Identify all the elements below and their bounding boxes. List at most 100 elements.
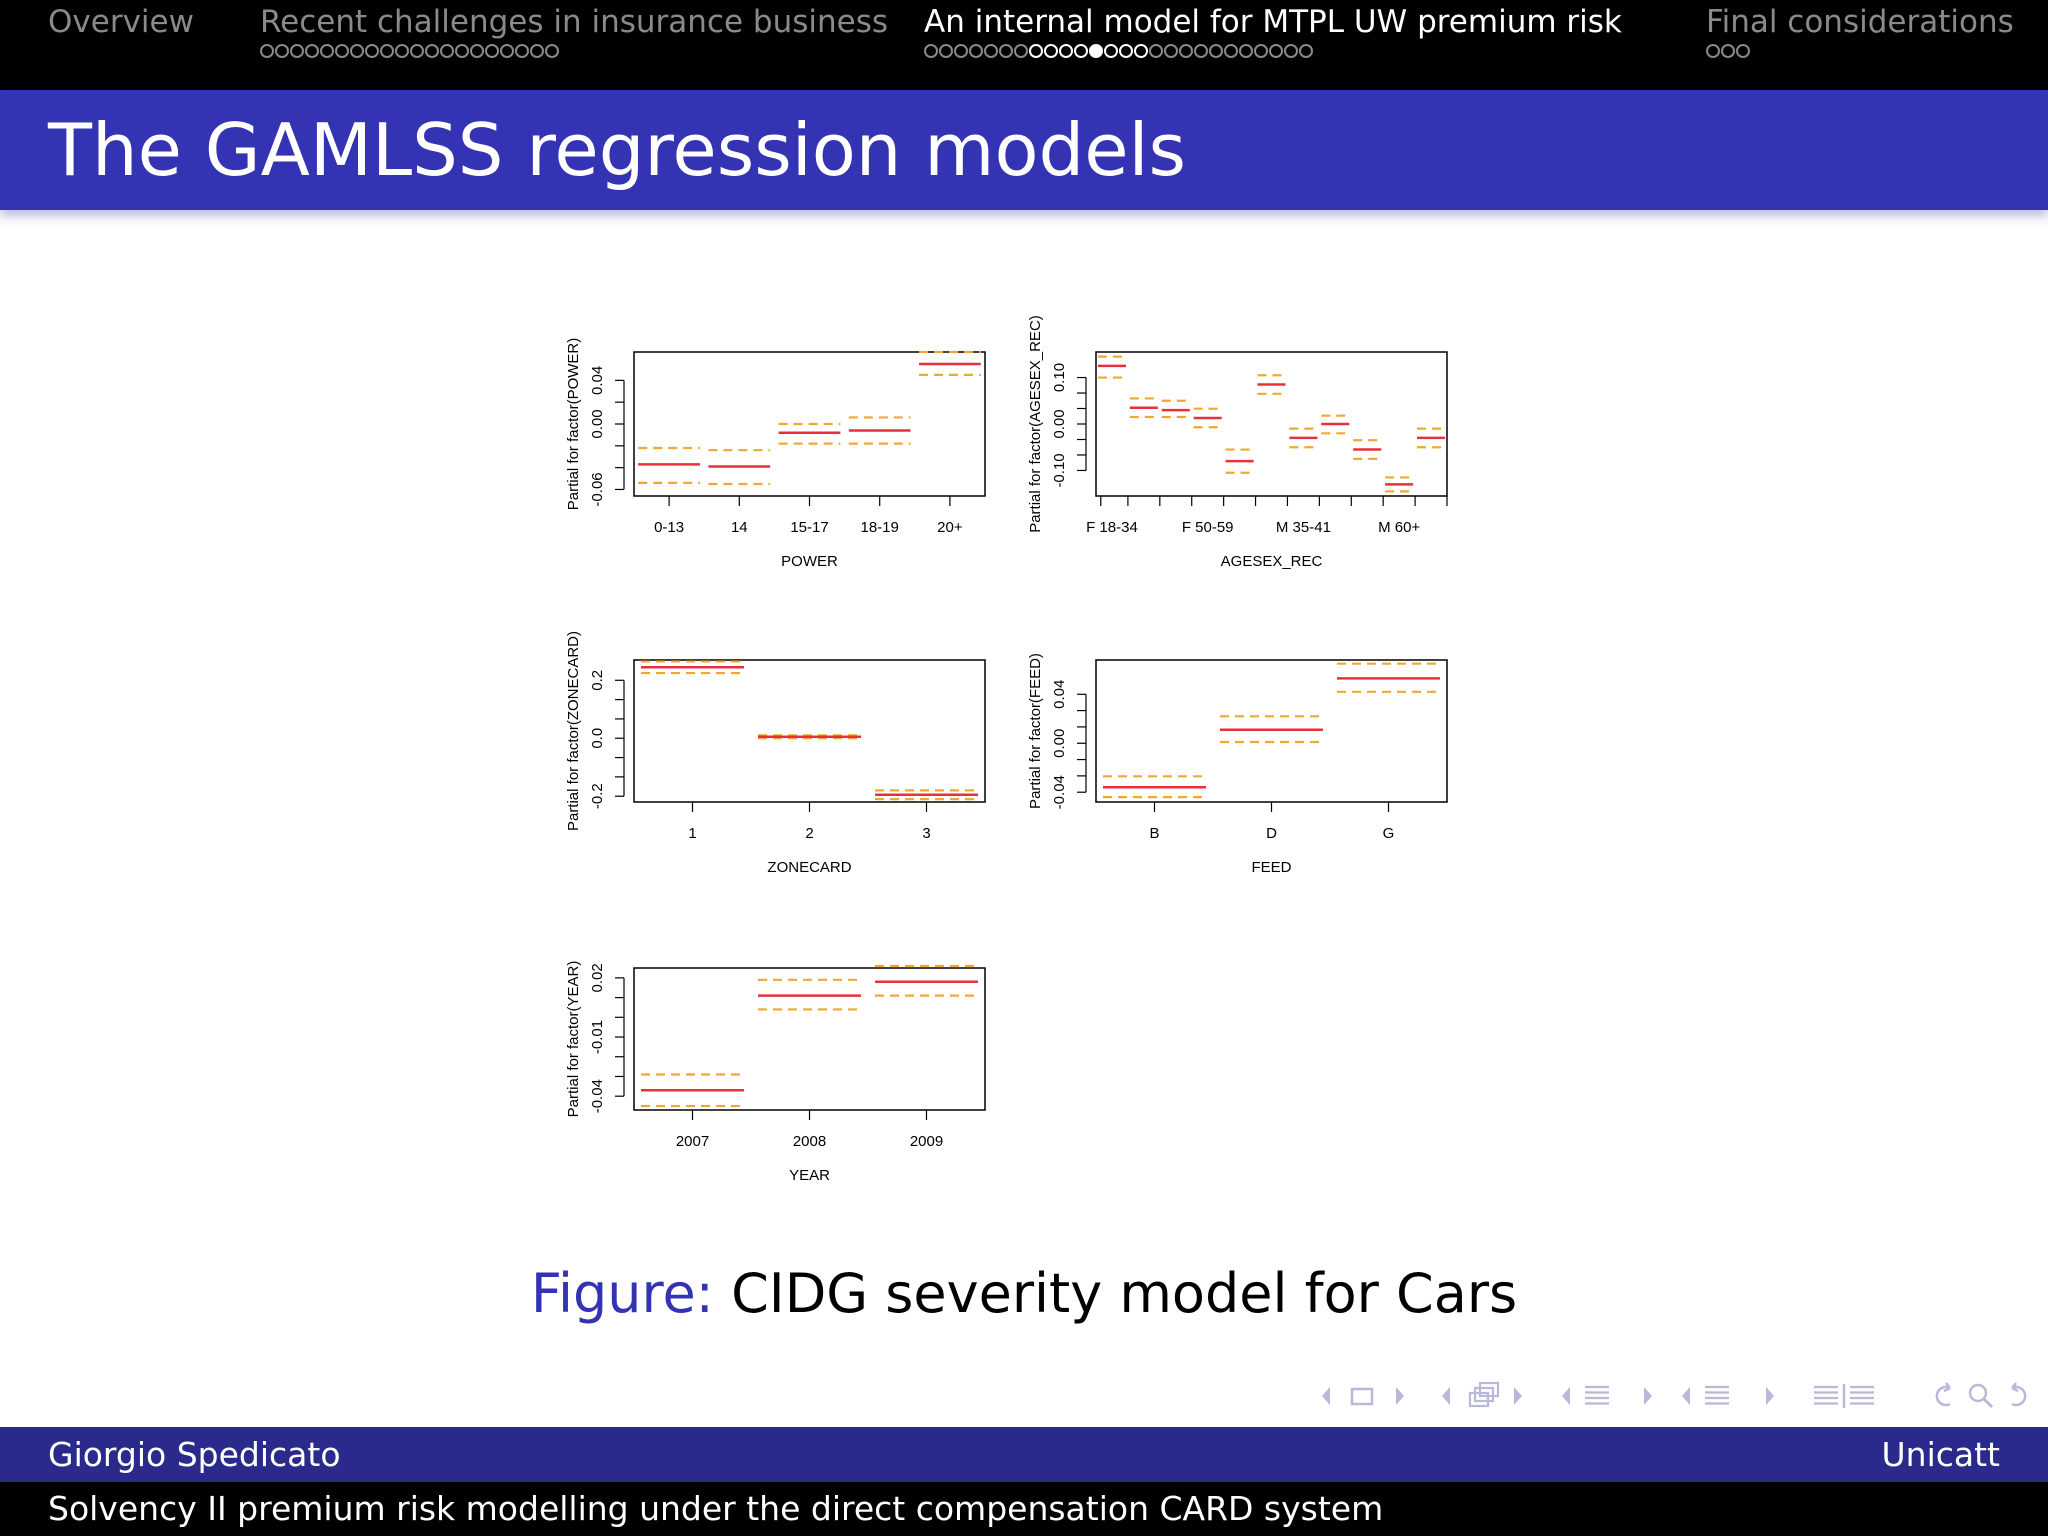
x-tick-label: 20+	[937, 519, 963, 536]
panel-year: 2007 2008 2009 -0.04 -0.01 0.02 YEAR Partial fo…	[565, 961, 986, 1184]
headline-section-2[interactable]: Recent challenges in insurance business	[260, 0, 888, 58]
frame-dot[interactable]	[939, 44, 953, 58]
frame-dot[interactable]	[1134, 44, 1148, 58]
frame-dot[interactable]	[1194, 44, 1208, 58]
plot-frame	[633, 659, 986, 803]
frame-dot[interactable]	[455, 44, 469, 58]
frame-dot[interactable]	[1119, 44, 1133, 58]
frame-dot[interactable]	[1269, 44, 1283, 58]
frame-dot[interactable]	[470, 44, 484, 58]
headline-section-title[interactable]: Overview	[48, 4, 194, 40]
frame-dot[interactable]	[1089, 44, 1103, 58]
frame-dot[interactable]	[275, 44, 289, 58]
navigation-symbols	[1322, 1381, 2027, 1409]
frame-dot[interactable]	[395, 44, 409, 58]
doc-next-icon[interactable]	[1766, 1387, 1774, 1405]
frame-icon[interactable]	[1350, 1387, 1374, 1406]
frame-dot[interactable]	[305, 44, 319, 58]
frame-dot[interactable]	[410, 44, 424, 58]
frame-dot[interactable]	[924, 44, 938, 58]
doc-prev-icon[interactable]	[1682, 1387, 1690, 1405]
x-tick-label: B	[1149, 825, 1159, 842]
frame-dot[interactable]	[320, 44, 334, 58]
frame-dot[interactable]	[999, 44, 1013, 58]
frame-dot[interactable]	[1074, 44, 1088, 58]
frame-dot[interactable]	[1706, 44, 1720, 58]
x-tick-label: 0-13	[654, 519, 684, 536]
subsection-prev-icon[interactable]	[1442, 1387, 1450, 1405]
frame-prev-icon[interactable]	[1322, 1387, 1330, 1405]
subsection-icon[interactable]	[1468, 1381, 1500, 1408]
headline-section-4[interactable]: Final considerations	[1706, 0, 2014, 58]
frame-dot[interactable]	[1044, 44, 1058, 58]
frame-dot[interactable]	[1224, 44, 1238, 58]
headline-section-3[interactable]: An internal model for MTPL UW premium ri…	[924, 0, 1622, 58]
frame-dot[interactable]	[530, 44, 544, 58]
frame-title: The GAMLSS regression models	[48, 108, 1187, 192]
x-tick-label: D	[1266, 825, 1277, 842]
forward-icon[interactable]	[1968, 1383, 1994, 1409]
x-axis-title: POWER	[781, 553, 838, 570]
frame-dot[interactable]	[545, 44, 559, 58]
section-icon[interactable]	[1585, 1385, 1609, 1405]
y-axis-title: Partial for factor(AGESEX_REC)	[1027, 315, 1044, 533]
frame-next-icon[interactable]	[1396, 1387, 1404, 1405]
undefined[interactable]	[2011, 1382, 2027, 1407]
frame-dot[interactable]	[380, 44, 394, 58]
frame-dot[interactable]	[1284, 44, 1298, 58]
frame-dot[interactable]	[260, 44, 274, 58]
back-icon[interactable]	[1814, 1384, 1874, 1408]
x-tick-label: 14	[731, 519, 748, 536]
doc-icon[interactable]	[1705, 1385, 1729, 1405]
frame-dot[interactable]	[335, 44, 349, 58]
frame-dot[interactable]	[1059, 44, 1073, 58]
frame-dot[interactable]	[984, 44, 998, 58]
x-tick-label: F 50-59	[1182, 519, 1234, 536]
headline-section-title[interactable]: An internal model for MTPL UW premium ri…	[924, 4, 1622, 40]
x-axis-title: FEED	[1251, 859, 1291, 876]
headline-frame-dots	[924, 44, 1622, 58]
y-tick-label: 0.04	[1051, 680, 1068, 709]
frame-dot[interactable]	[954, 44, 968, 58]
frame-dot[interactable]	[500, 44, 514, 58]
frame-dot[interactable]	[440, 44, 454, 58]
headline-section-title[interactable]: Recent challenges in insurance business	[260, 4, 889, 40]
subsection-next-icon[interactable]	[1514, 1387, 1522, 1405]
search-icon[interactable]	[1935, 1382, 1951, 1407]
y-axis-title: Partial for factor(FEED)	[1027, 653, 1044, 809]
frame-dot[interactable]	[1736, 44, 1750, 58]
frame-dot[interactable]	[1254, 44, 1268, 58]
frame-dot[interactable]	[1164, 44, 1178, 58]
panel-feed: B D G -0.04 0.00 0.04 FEED Partial for factor(F…	[1027, 653, 1448, 876]
frame-dot[interactable]	[350, 44, 364, 58]
frame-dot[interactable]	[1239, 44, 1253, 58]
frame-dot[interactable]	[290, 44, 304, 58]
section-prev-icon[interactable]	[1562, 1387, 1570, 1405]
frame-dot[interactable]	[1014, 44, 1028, 58]
y-tick-label: 0.2	[589, 670, 606, 691]
frame-dot[interactable]	[1299, 44, 1313, 58]
y-tick-label: -0.04	[1051, 775, 1068, 809]
x-tick-label: 2007	[676, 1133, 709, 1150]
footer-talk-title: Solvency II premium risk modelling under…	[48, 1489, 1384, 1528]
headline-section-1[interactable]: Overview	[48, 0, 194, 44]
headline-section-title[interactable]: Final considerations	[1706, 4, 2014, 40]
y-axis-title: Partial for factor(POWER)	[565, 338, 582, 511]
frame-dot[interactable]	[1209, 44, 1223, 58]
frame-dot[interactable]	[1104, 44, 1118, 58]
frame-dot[interactable]	[1149, 44, 1163, 58]
footer-institute: Unicatt	[1881, 1435, 2000, 1474]
frame-dot[interactable]	[1029, 44, 1043, 58]
y-tick-label: -0.10	[1051, 453, 1068, 487]
x-tick-label: 2008	[793, 1133, 826, 1150]
frame-dot[interactable]	[1721, 44, 1735, 58]
frame-dot[interactable]	[425, 44, 439, 58]
footer-title-bar: Solvency II premium risk modelling under…	[0, 1482, 2048, 1536]
frame-dot[interactable]	[515, 44, 529, 58]
frame-dot[interactable]	[1179, 44, 1193, 58]
section-next-icon[interactable]	[1644, 1387, 1652, 1405]
frame-dot[interactable]	[365, 44, 379, 58]
frame-dot[interactable]	[485, 44, 499, 58]
caption-label: Figure:	[530, 1262, 714, 1325]
frame-dot[interactable]	[969, 44, 983, 58]
